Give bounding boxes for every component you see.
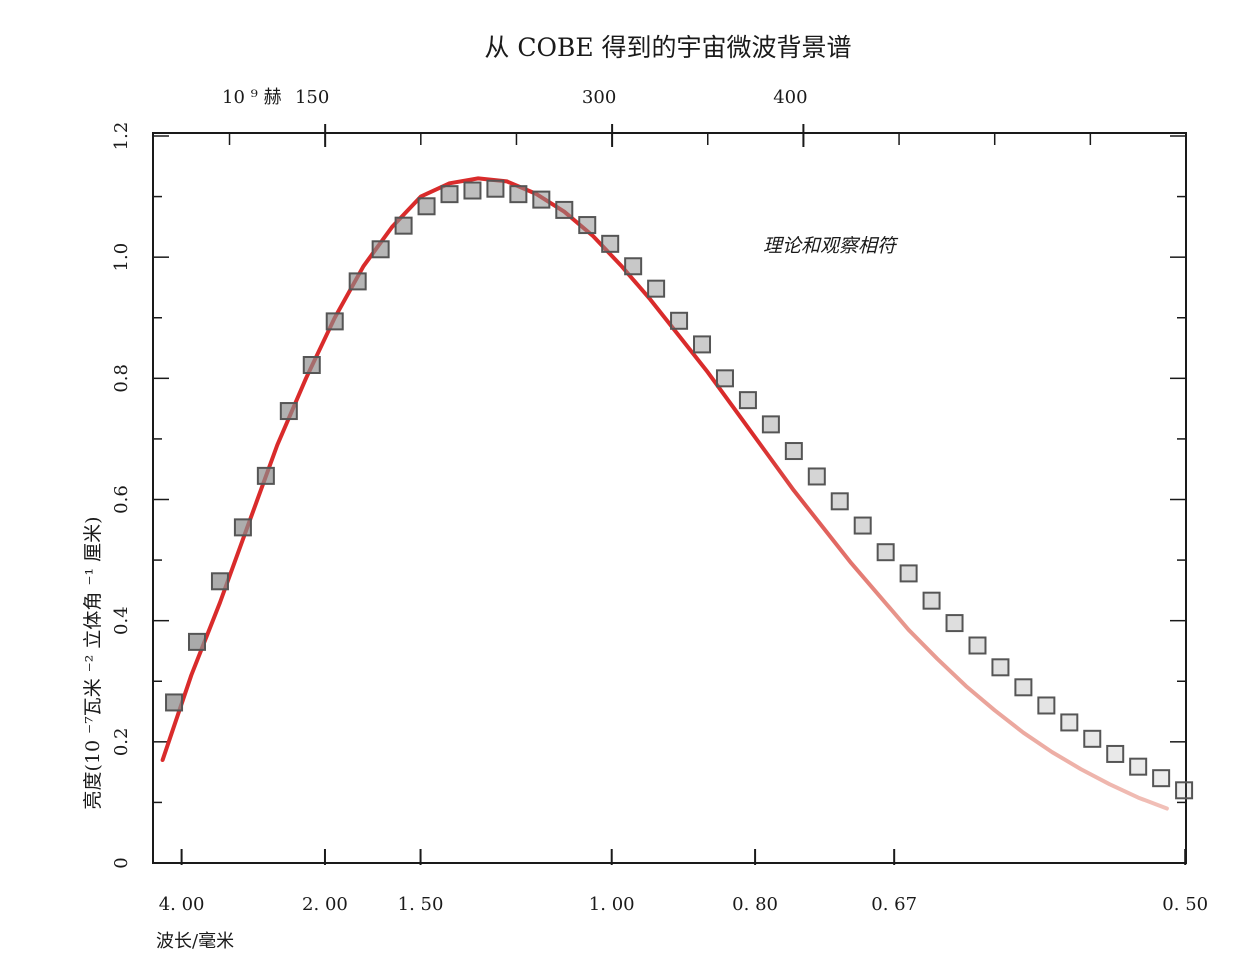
data-point-marker	[715, 369, 734, 388]
data-point-marker	[601, 234, 620, 253]
data-point-marker	[210, 572, 229, 591]
data-point-marker	[784, 442, 803, 461]
plot-frame	[152, 132, 1187, 864]
data-point-marker	[532, 190, 551, 209]
top-tick-label: 150	[295, 87, 329, 108]
annotation-text: 理论和观察相符	[763, 235, 899, 257]
y-axis-label: 亮度(10 ⁻⁷瓦米 ⁻² 立体角 ⁻¹ 厘米)	[82, 516, 104, 809]
data-point-marker	[1037, 696, 1056, 715]
observed-markers	[165, 179, 1194, 800]
chart-title: 从 COBE 得到的宇宙微波背景谱	[484, 33, 851, 62]
bottom-tick-label: 0. 50	[1162, 894, 1208, 915]
bottom-axis-labels: 4. 00 2. 00 1. 50 1. 00 0. 80 0. 67 0. 50	[159, 894, 1208, 915]
data-point-marker	[463, 181, 482, 200]
bottom-tick-label: 0. 67	[871, 894, 917, 915]
data-point-marker	[761, 415, 780, 434]
data-point-marker	[187, 632, 206, 651]
data-point-marker	[693, 335, 712, 354]
data-point-marker	[1152, 769, 1171, 788]
bottom-tick-label: 2. 00	[302, 894, 348, 915]
theory-curve-line	[160, 176, 1169, 811]
x-axis-label: 波长/毫米	[156, 931, 234, 952]
data-point-marker	[1014, 678, 1033, 697]
data-point-marker	[509, 185, 528, 204]
data-point-marker	[256, 466, 275, 485]
top-tick-label: 400	[773, 87, 807, 108]
data-point-marker	[348, 272, 367, 291]
axis-ticks	[153, 124, 1187, 865]
data-point-marker	[853, 516, 872, 535]
data-point-marker	[807, 467, 826, 486]
top-tick-label: 300	[582, 87, 616, 108]
data-point-marker	[968, 636, 987, 655]
data-point-marker	[624, 257, 643, 276]
data-point-marker	[647, 279, 666, 298]
data-point-marker	[486, 179, 505, 198]
y-tick-label: 1.0	[111, 243, 132, 272]
y-tick-label: 0.6	[111, 485, 132, 514]
y-axis-tick-labels: 0 0.2 0.4 0.6 0.8 1.0 1.2	[111, 122, 132, 869]
data-point-marker	[1083, 729, 1102, 748]
data-point-marker	[233, 518, 252, 537]
y-tick-label: 0.8	[111, 364, 132, 393]
data-point-marker	[555, 200, 574, 219]
bottom-tick-label: 1. 50	[398, 894, 444, 915]
data-point-marker	[371, 240, 390, 259]
y-tick-label: 1.2	[111, 122, 132, 151]
data-point-marker	[279, 402, 298, 421]
data-point-marker	[165, 693, 184, 712]
data-point-marker	[830, 492, 849, 511]
theory-curve	[160, 176, 1169, 811]
data-point-marker	[302, 356, 321, 375]
top-axis-labels: 10 ⁹ 赫 150 300 400	[222, 87, 808, 108]
data-point-marker	[1060, 713, 1079, 732]
bottom-tick-label: 4. 00	[159, 894, 205, 915]
data-point-marker	[945, 614, 964, 633]
data-point-marker	[1175, 781, 1194, 800]
data-point-marker	[578, 216, 597, 235]
data-point-marker	[899, 564, 918, 583]
data-point-marker	[922, 591, 941, 610]
y-tick-label: 0.4	[111, 606, 132, 635]
data-point-marker	[738, 391, 757, 410]
data-point-marker	[325, 312, 344, 331]
data-point-marker	[394, 216, 413, 235]
top-axis-unit-label: 10 ⁹ 赫	[222, 87, 282, 108]
data-point-marker	[670, 311, 689, 330]
data-point-marker	[876, 543, 895, 562]
data-point-marker	[417, 197, 436, 216]
y-tick-label: 0	[111, 857, 132, 868]
bottom-tick-label: 1. 00	[589, 894, 635, 915]
data-point-marker	[1106, 744, 1125, 763]
y-tick-label: 0.2	[111, 728, 132, 757]
data-point-marker	[440, 185, 459, 204]
data-point-marker	[1129, 757, 1148, 776]
bottom-tick-label: 0. 80	[732, 894, 778, 915]
data-point-marker	[991, 658, 1010, 677]
